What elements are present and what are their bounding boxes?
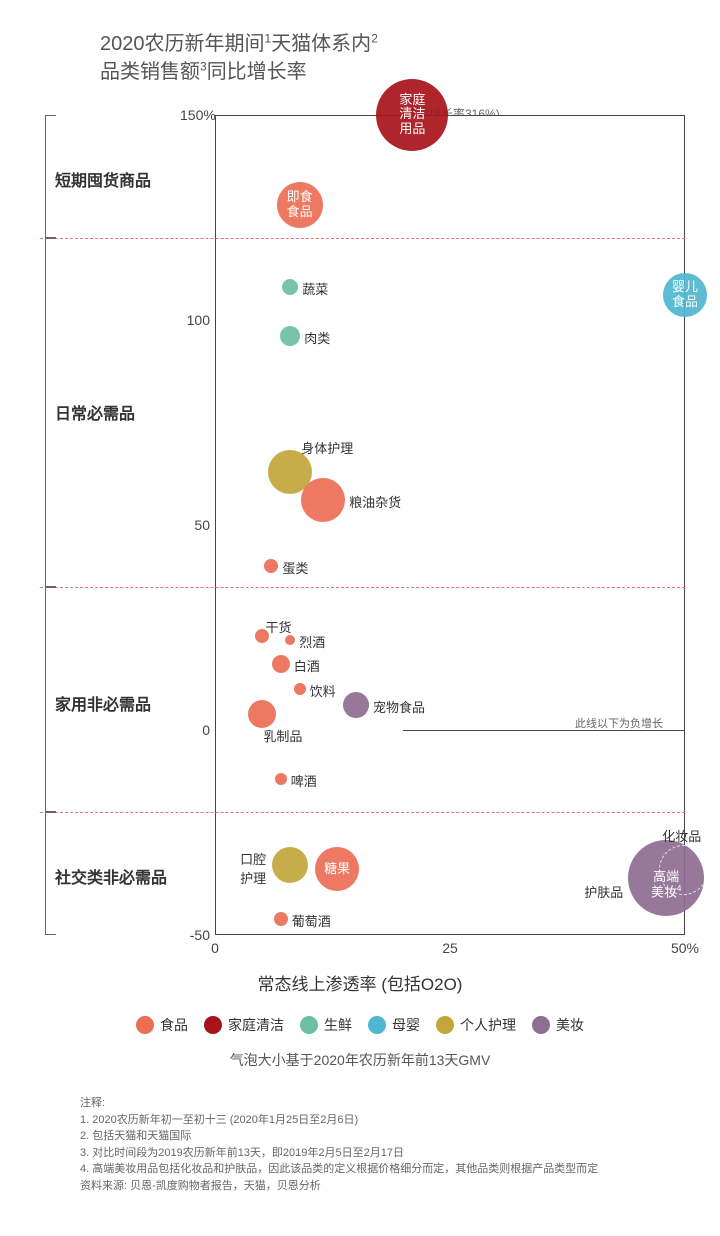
fn2: 2. 包括天猫和天猫国际 (80, 1128, 680, 1145)
bubble (285, 635, 295, 645)
group-label: 社交类非必需品 (55, 864, 167, 888)
bubble-label: 葡萄酒 (292, 911, 331, 930)
t2c: 同比增长率 (207, 61, 307, 83)
bubble-label: 口腔护理 (238, 849, 268, 887)
x-axis-label: 常态线上渗透率 (包括O2O) (0, 970, 720, 995)
group-label: 日常必需品 (55, 400, 135, 424)
t1a: 2020农历新年期间 (100, 33, 265, 55)
legend: 食品 家庭清洁 生鲜 母婴 个人护理 美妆 (0, 1015, 720, 1039)
t1d: 2 (371, 31, 378, 45)
y-tick-label: -50 (180, 927, 210, 943)
group-divider (40, 587, 685, 588)
legend-dot (368, 1016, 386, 1034)
zero-line-note: 此线以下为负增长 (575, 715, 663, 731)
group-label: 家用非必需品 (55, 691, 151, 715)
group-divider (40, 238, 685, 239)
legend-label: 家庭清洁 (228, 1015, 284, 1035)
legend-dot (532, 1016, 550, 1034)
legend-item: 生鲜 (300, 1015, 352, 1035)
bubble-label: 烈酒 (299, 632, 325, 651)
y-tick-label: 50 (180, 517, 210, 533)
t1c: 天猫体系内 (271, 33, 371, 55)
y-tick-label: 100 (180, 312, 210, 328)
chart-title: 2020农历新年期间1天猫体系内2 品类销售额3同比增长率 (100, 30, 378, 86)
group-bracket (45, 238, 55, 587)
bubble (274, 912, 288, 926)
bubble-label: 高端美妆4 (644, 870, 688, 900)
bubble-label: 饮料 (310, 681, 336, 700)
legend-item: 母婴 (368, 1015, 420, 1035)
x-tick-label: 50% (671, 940, 699, 956)
fn-source: 资料来源: 贝恩-凯度购物者报告，天猫，贝恩分析 (80, 1178, 680, 1195)
legend-item: 个人护理 (436, 1015, 516, 1035)
bubble-annot: 护肤品 (584, 882, 623, 901)
t2b: 3 (200, 59, 207, 73)
group-bracket (45, 587, 55, 813)
legend-label: 食品 (160, 1015, 188, 1035)
bubble-annot: 化妆品 (662, 826, 701, 845)
group-bracket (45, 812, 55, 935)
legend-note: 气泡大小基于2020年农历新年前13天GMV (0, 1050, 720, 1070)
legend-label: 美妆 (556, 1015, 584, 1035)
legend-dot (300, 1016, 318, 1034)
bubble-label: 糖果 (315, 862, 359, 877)
group-bracket (45, 115, 55, 238)
bubble-label: 粮油杂货 (349, 492, 401, 511)
legend-item: 食品 (136, 1015, 188, 1035)
bubble-label: 蛋类 (282, 558, 308, 577)
group-divider (40, 812, 685, 813)
bubble-label: 干货 (266, 617, 292, 636)
legend-dot (436, 1016, 454, 1034)
x-tick-label: 25 (442, 940, 458, 956)
legend-label: 生鲜 (324, 1015, 352, 1035)
bubble-label: 即食食品 (277, 190, 323, 220)
legend-item: 美妆 (532, 1015, 584, 1035)
legend-label: 个人护理 (460, 1015, 516, 1035)
x-tick-label: 0 (211, 940, 219, 956)
y-tick-label: 150% (180, 107, 210, 123)
bubble (294, 683, 306, 695)
bubble-label: 宠物食品 (373, 697, 425, 716)
fn3: 3. 对比时间段为2019农历新年前13天，即2019年2月5日至2月17日 (80, 1145, 680, 1162)
fn1: 1. 2020农历新年初一至初十三 (2020年1月25日至2月6日) (80, 1112, 680, 1129)
legend-item: 家庭清洁 (204, 1015, 284, 1035)
bubble-label: 肉类 (304, 328, 330, 347)
bubble-label: 身体护理 (301, 438, 353, 457)
fn-title: 注释: (80, 1095, 680, 1112)
bubble (248, 700, 276, 728)
legend-dot (136, 1016, 154, 1034)
group-label: 短期囤货商品 (55, 167, 151, 191)
y-tick-label: 0 (180, 722, 210, 738)
legend-label: 母婴 (392, 1015, 420, 1035)
bubble-label: 蔬菜 (302, 279, 328, 298)
bubble-label: 白酒 (294, 656, 320, 675)
fn4: 4. 高端美妆用品包括化妆品和护肤品，因此该品类的定义根据价格细分而定，其他品类… (80, 1161, 680, 1178)
bubble-label: 婴儿食品 (663, 280, 707, 310)
bubble (275, 773, 287, 785)
t2a: 品类销售额 (100, 61, 200, 83)
legend-dot (204, 1016, 222, 1034)
bubble-label: 乳制品 (263, 726, 302, 745)
footnotes: 注释: 1. 2020农历新年初一至初十三 (2020年1月25日至2月6日) … (80, 1095, 680, 1194)
bubble-label: 啤酒 (291, 771, 317, 790)
bubble-label: 家庭清洁用品 (376, 93, 448, 138)
